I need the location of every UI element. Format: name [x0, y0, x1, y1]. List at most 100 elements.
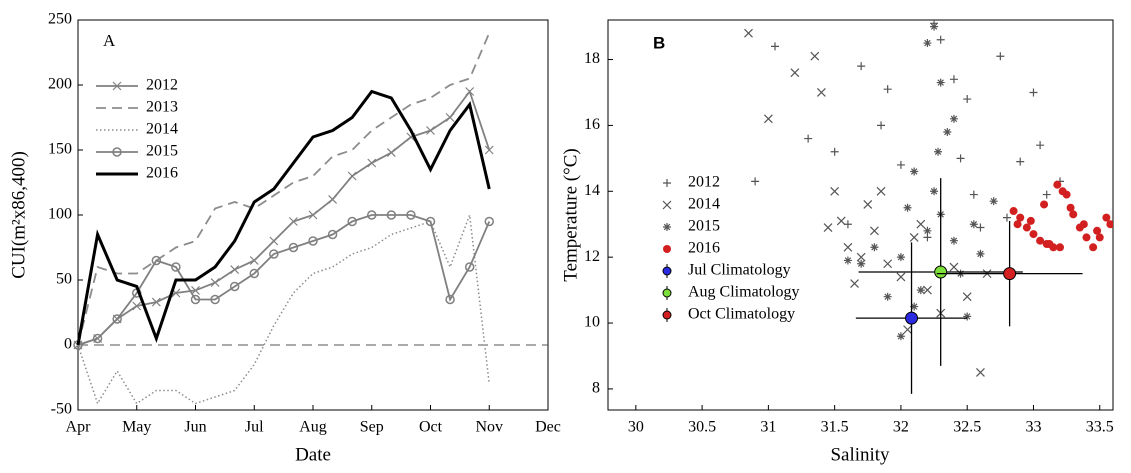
panel-label: B [653, 33, 665, 52]
point [751, 177, 760, 186]
point [850, 279, 859, 288]
point [876, 186, 886, 196]
point [923, 285, 932, 295]
point [930, 187, 939, 196]
y-axis-title: CUI(m²x86,400) [8, 151, 29, 279]
point [910, 302, 919, 311]
point [963, 95, 972, 104]
point [830, 186, 840, 196]
marker [484, 145, 494, 155]
y-tick-label: 250 [48, 11, 72, 28]
point [1095, 233, 1104, 242]
x-axis-title: Salinity [830, 444, 890, 465]
point [949, 114, 958, 123]
legend-label: 2012 [146, 77, 178, 94]
y-tick-label: 12 [584, 248, 600, 265]
legend-label: 2014 [688, 196, 720, 213]
marker [327, 229, 338, 240]
point [976, 368, 985, 377]
point [976, 223, 985, 232]
marker [269, 236, 279, 246]
marker [112, 147, 122, 157]
point [1022, 223, 1031, 232]
legend-label: Oct Climatology [688, 306, 795, 323]
legend-label: 2012 [688, 174, 720, 191]
marker [249, 268, 259, 279]
x-tick-label: Apr [66, 419, 92, 436]
point [816, 88, 826, 97]
marker [484, 216, 494, 227]
point [1002, 213, 1011, 222]
point [1003, 267, 1017, 281]
legend-swatch [663, 223, 671, 231]
y-axis-title: Temperature (°C) [560, 148, 581, 281]
x-tick-label: Oct [419, 419, 443, 436]
y-tick-label: 10 [584, 314, 600, 331]
point [1089, 243, 1098, 252]
marker [386, 210, 397, 220]
marker [328, 194, 338, 204]
marker [347, 216, 357, 227]
y-tick-label: 18 [584, 50, 600, 67]
point [1082, 233, 1091, 242]
point [956, 154, 965, 163]
marker [445, 113, 455, 122]
marker [308, 236, 318, 246]
marker [386, 148, 396, 158]
marker [92, 333, 103, 344]
point [996, 52, 1005, 61]
y-tick-label: -50 [51, 401, 72, 418]
point [1026, 216, 1035, 225]
point [896, 332, 905, 341]
marker [229, 281, 240, 292]
legend-label: 2016 [688, 240, 720, 257]
legend-label: Jul Climatology [688, 262, 791, 279]
legend-swatch [662, 200, 672, 210]
point [934, 147, 943, 156]
series-line [77, 32, 491, 346]
point [1066, 203, 1075, 212]
point [771, 42, 780, 51]
point [1045, 239, 1054, 248]
point [856, 252, 866, 262]
series-line [77, 89, 491, 346]
point [1102, 213, 1111, 222]
x-tick-label: Aug [299, 419, 327, 436]
marker [347, 171, 357, 181]
legend-label: 2015 [688, 218, 720, 235]
point [903, 203, 912, 212]
marker [367, 210, 377, 220]
marker [288, 217, 298, 226]
point [1058, 187, 1067, 196]
point [1013, 220, 1022, 229]
marker [406, 210, 416, 220]
x-tick-label: Jul [245, 419, 264, 436]
marker [171, 262, 181, 272]
point [1079, 220, 1088, 229]
x-tick-label: 32 [893, 419, 909, 436]
legend-swatch [663, 179, 671, 187]
x-tick-label: 31.5 [821, 419, 849, 436]
point [1053, 180, 1062, 189]
point [930, 22, 939, 31]
marker [308, 210, 318, 220]
x-tick-label: Nov [475, 419, 503, 436]
point [804, 134, 813, 143]
point [830, 147, 839, 156]
marker [269, 249, 279, 259]
point [1042, 190, 1051, 199]
point [949, 75, 958, 84]
marker [249, 256, 259, 265]
point [949, 262, 959, 272]
x-tick-label: 33 [1025, 419, 1041, 436]
point [857, 62, 866, 71]
point [870, 243, 879, 252]
y-tick-label: 16 [584, 116, 600, 133]
point [790, 68, 800, 78]
point [843, 242, 853, 252]
point [1106, 220, 1113, 229]
y-tick-label: 150 [48, 141, 72, 158]
point [877, 121, 886, 130]
point [1029, 230, 1038, 239]
point [857, 259, 866, 268]
